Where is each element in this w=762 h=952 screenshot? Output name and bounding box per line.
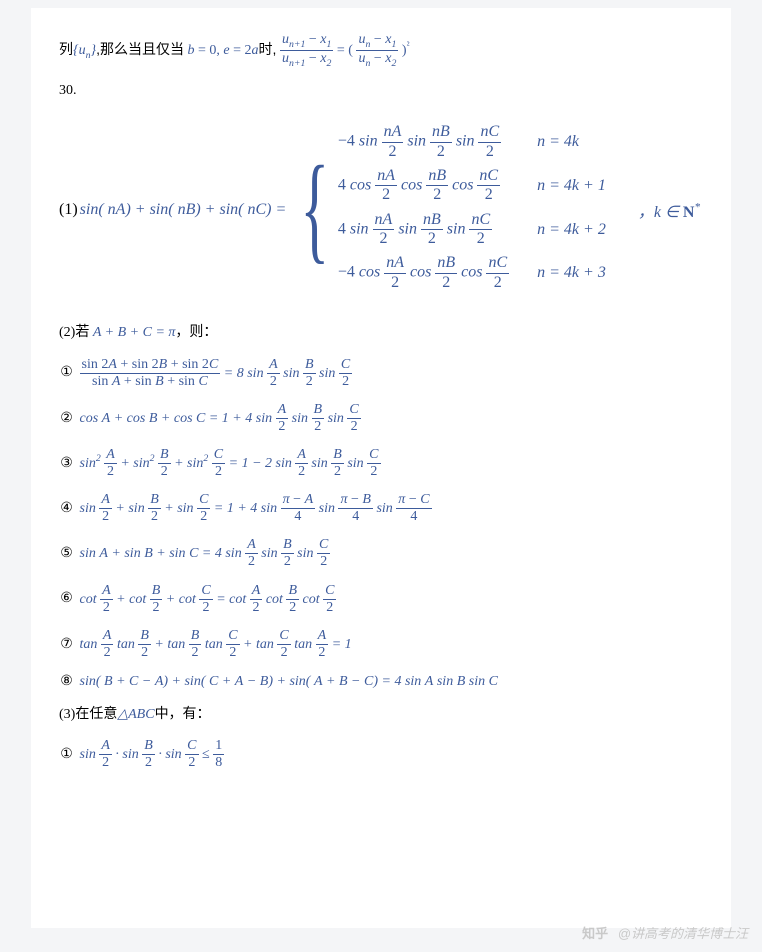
intro-frac-rhs: un − x1 un − x2	[356, 32, 398, 69]
item-3: ③ sin2 A2 + sin2 B2 + sin2 C2 = 1 − 2 si…	[59, 447, 703, 480]
part3-item-1: ① sin A2 · sin B2 · sin C2 ≤ 18	[59, 738, 703, 771]
case-2-cond: n = 4k + 1	[537, 167, 634, 205]
section-30: 30.	[59, 83, 703, 99]
watermark-brand: 知乎	[582, 926, 608, 941]
eq-1: (1) sin( nA) + sin( nB) + sin( nC) = { −…	[59, 107, 703, 312]
item-7: ⑦ tan A2 tan B2 + tan B2 tan C2 + tan C2…	[59, 628, 703, 661]
intro-cn-1: 列	[59, 41, 73, 57]
eq1-lhs: sin( nA) + sin( nB) + sin( nC) =	[80, 201, 287, 219]
eq1-prefix: (1)	[59, 201, 78, 219]
case-1-cond: n = 4k	[537, 123, 634, 161]
document-page: 列{un},那么当且仅当 b = 0, e = 2a时, un+1 − x1 u…	[31, 8, 731, 928]
case-2-expr: 4 cos nA2 cos nB2 cos nC2	[338, 167, 537, 205]
piecewise-brace: { −4 sin nA2 sin nB2 sin nC2 n = 4k 4 co…	[288, 117, 634, 298]
intro-cn-2: ,那么当且仅当	[96, 41, 184, 57]
case-1-expr: −4 sin nA2 sin nB2 sin nC2	[338, 123, 537, 161]
intro-frac-lhs: un+1 − x1 un+1 − x2	[280, 32, 333, 69]
intro-line: 列{un},那么当且仅当 b = 0, e = 2a时, un+1 − x1 u…	[59, 32, 703, 69]
item-1: ① sin 2A + sin 2B + sin 2C sin A + sin B…	[59, 357, 703, 390]
left-brace: {	[301, 138, 330, 278]
item-8: ⑧ sin( B + C − A) + sin( C + A − B) + si…	[59, 673, 703, 690]
case-4-cond: n = 4k + 3	[537, 254, 634, 292]
part2-heading: (2)若 A + B + C = π，则：	[59, 320, 703, 344]
piecewise-cases: −4 sin nA2 sin nB2 sin nC2 n = 4k 4 cos …	[338, 117, 634, 298]
watermark-author: @讲高考的清华博士汪	[618, 926, 748, 941]
item-4: ④ sin A2 + sin B2 + sin C2 = 1 + 4 sin π…	[59, 492, 703, 525]
part3-heading: (3)在任意△ABC中，有：	[59, 702, 703, 726]
case-4-expr: −4 cos nA2 cos nB2 cos nC2	[338, 254, 537, 292]
watermark: 知乎 @讲高考的清华博士汪	[582, 923, 748, 942]
intro-cn-3: 时,	[259, 41, 277, 57]
item-2: ② cos A + cos B + cos C = 1 + 4 sin A2 s…	[59, 402, 703, 435]
item-6: ⑥ cot A2 + cot B2 + cot C2 = cot A2 cot …	[59, 583, 703, 616]
item-5: ⑤ sin A + sin B + sin C = 4 sin A2 sin B…	[59, 537, 703, 570]
case-3-cond: n = 4k + 2	[537, 211, 634, 249]
case-3-expr: 4 sin nA2 sin nB2 sin nC2	[338, 211, 537, 249]
eq1-tail: ，k ∈ N*	[638, 198, 700, 222]
